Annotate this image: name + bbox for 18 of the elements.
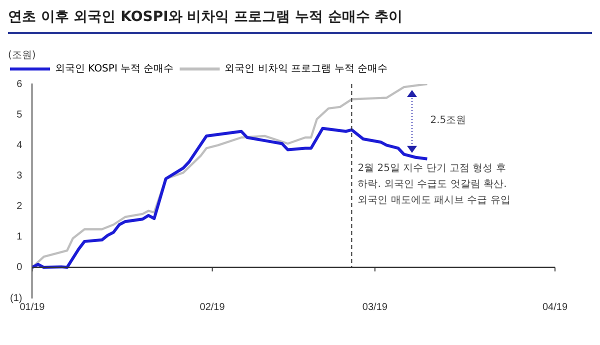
y-axis-title: (조원) [8, 49, 36, 62]
y-tick-label: 5 [16, 109, 23, 120]
y-tick-label: (1) [10, 292, 22, 304]
y-tick-label: 4 [16, 140, 23, 151]
y-tick-label: 1 [16, 232, 23, 243]
legend-label: 외국인 비차익 프로그램 누적 순매수 [224, 64, 388, 75]
x-tick-label: 02/19 [200, 302, 226, 313]
annotation: 2월 25일 지수 단기 고점 형성 후 하락. 외국인 수급도 엇갈림 확산. 외국인 매도에도 패시브 수급 유입 [358, 162, 512, 208]
legend-label: 외국인 KOSPI 누적 순매수 [55, 64, 174, 75]
x-tick-label: 04/19 [542, 302, 568, 313]
y-tick-label: 0 [16, 262, 23, 274]
y-tick-label: 6 [16, 78, 23, 90]
y-tick-label: 3 [16, 170, 23, 182]
x-tick-label: 01/19 [20, 302, 46, 313]
annotation: 2.5조원 [430, 114, 466, 128]
chart-title: 연초 이후 외국인 KOSPI와 비차익 프로그램 누적 순매수 추이 [8, 8, 592, 34]
x-tick-label: 03/19 [362, 302, 388, 313]
y-tick-label: 2 [16, 201, 23, 212]
